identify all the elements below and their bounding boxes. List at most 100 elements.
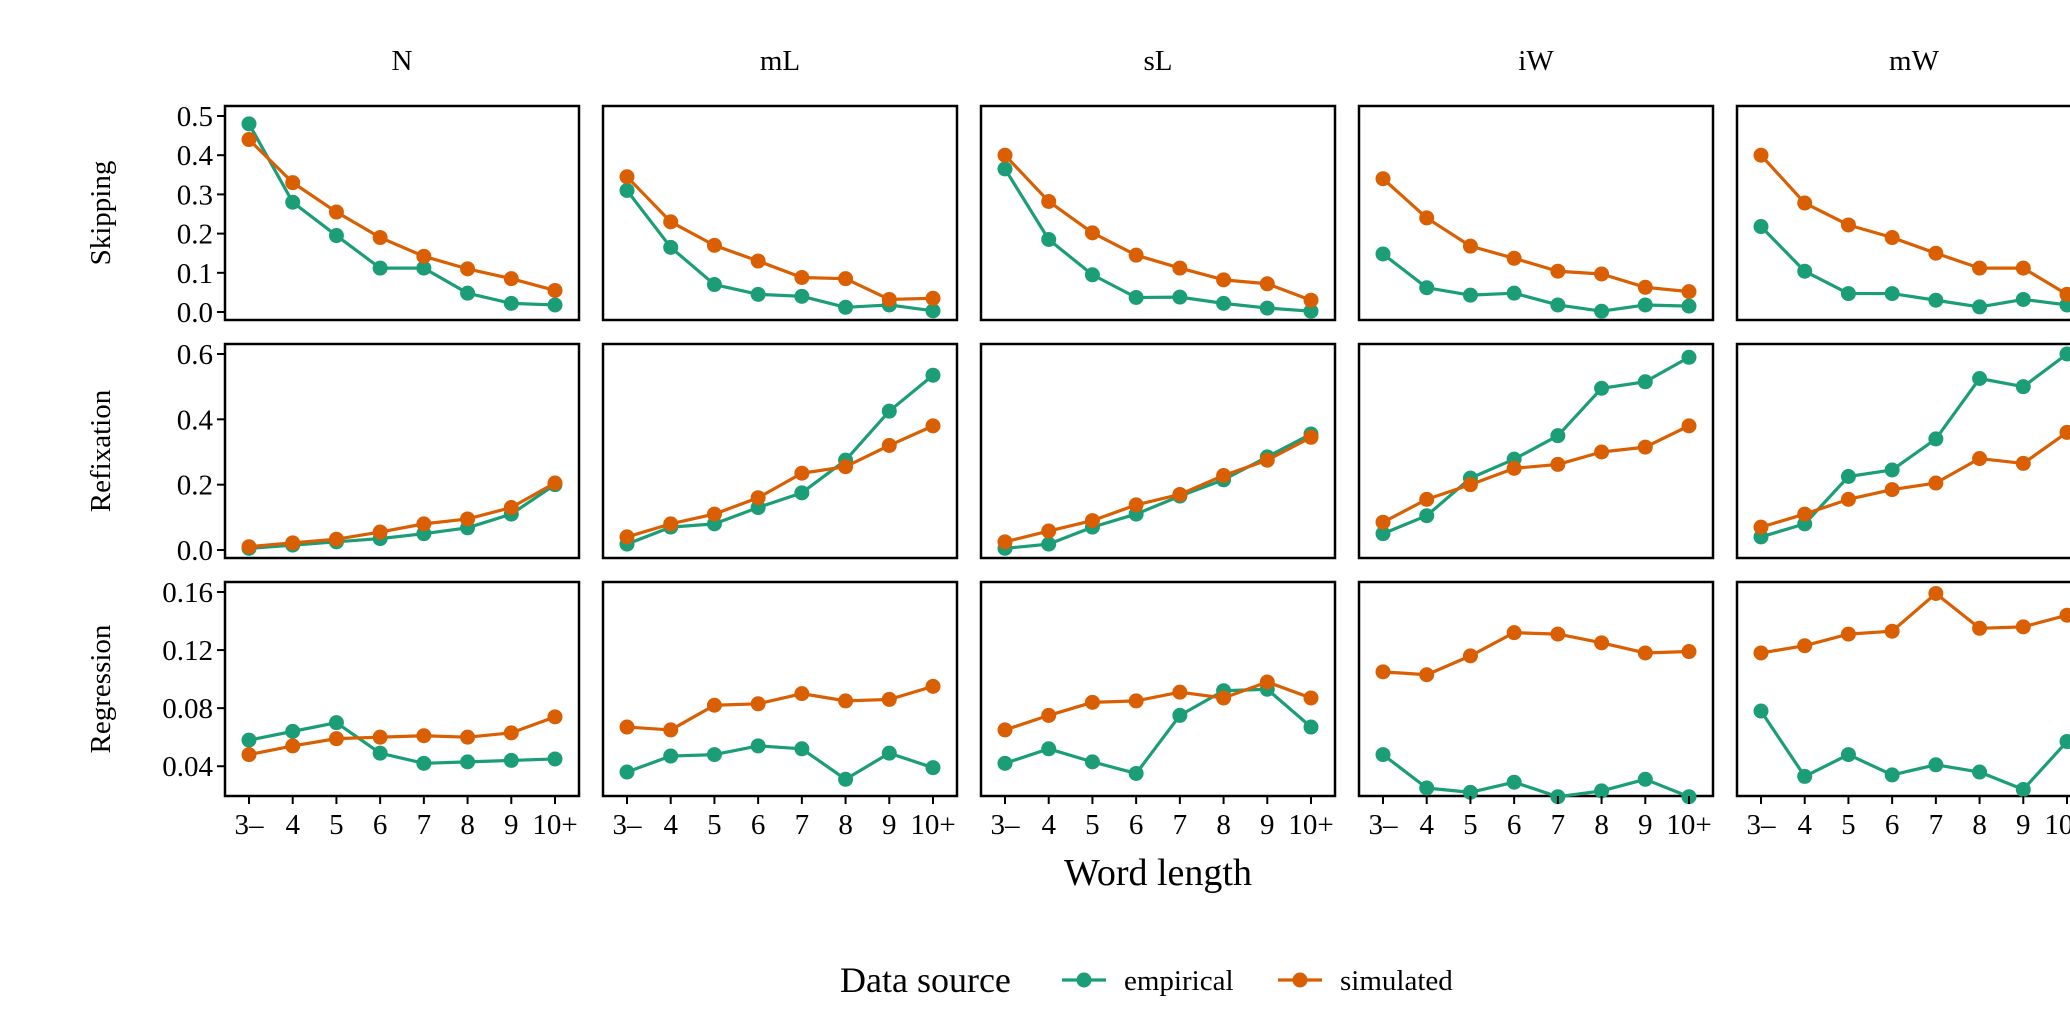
x-tick-label: 10+ [1666, 809, 1711, 841]
x-tick-label: 3– [991, 809, 1021, 841]
data-point-simulated [1375, 664, 1391, 680]
y-tick-label: 0.2 [177, 470, 213, 502]
data-point-simulated [416, 728, 432, 744]
data-point-simulated [1462, 648, 1478, 664]
x-axis-title: Word length [1064, 852, 1252, 894]
data-point-empirical [619, 182, 635, 198]
data-point-empirical [372, 745, 388, 761]
x-tick-label: 6 [373, 809, 388, 841]
x-tick-label: 6 [1129, 809, 1144, 841]
x-tick-label: 7 [1929, 809, 1944, 841]
data-point-empirical [547, 751, 563, 767]
data-point-empirical [1550, 297, 1566, 313]
x-tick-label: 4 [1419, 809, 1434, 841]
data-point-empirical [1797, 768, 1813, 784]
data-point-simulated [1637, 645, 1653, 661]
data-point-simulated [1753, 147, 1769, 163]
data-point-simulated [1375, 514, 1391, 530]
x-tick-label: 10+ [1288, 809, 1333, 841]
data-point-simulated [285, 175, 301, 191]
x-tick-label: 5 [329, 809, 344, 841]
data-point-simulated [1928, 475, 1944, 491]
x-tick-label: 8 [1216, 809, 1231, 841]
data-point-simulated [1172, 260, 1188, 276]
data-point-simulated [750, 696, 766, 712]
data-point-empirical [706, 747, 722, 763]
data-point-empirical [1928, 757, 1944, 773]
data-point-simulated [1681, 284, 1697, 300]
data-point-simulated [1840, 626, 1856, 642]
data-point-simulated [619, 529, 635, 545]
series-line-empirical-regression-mw [1759, 710, 2069, 792]
data-point-simulated [1259, 674, 1275, 690]
data-point-simulated [1084, 225, 1100, 241]
data-point-simulated [416, 248, 432, 264]
legend-key-point-simulated [1292, 972, 1308, 988]
data-point-simulated [1419, 491, 1435, 507]
series-line-simulated-regression-sl [1004, 680, 1312, 732]
data-point-empirical [1884, 462, 1900, 478]
data-point-simulated [460, 729, 476, 745]
data-point-empirical [1128, 765, 1144, 781]
data-point-simulated [1550, 456, 1566, 472]
data-point-empirical [750, 286, 766, 302]
data-point-simulated [372, 230, 388, 246]
panel-refixation-iw [1357, 342, 1715, 560]
x-tick-label: 9 [2016, 809, 2031, 841]
data-point-empirical [328, 228, 344, 244]
data-point-simulated [1128, 247, 1144, 263]
data-point-simulated [372, 524, 388, 540]
data-point-empirical [663, 748, 679, 764]
legend-label-empirical: empirical [1124, 965, 1234, 997]
x-tick-label: 5 [1463, 809, 1478, 841]
data-point-simulated [1084, 694, 1100, 710]
data-point-empirical [1884, 767, 1900, 783]
data-point-empirical [838, 771, 854, 787]
y-tick-label: 0.6 [177, 339, 213, 371]
panel-skipping-sl [979, 104, 1337, 322]
strip-label-iw: iW [1518, 45, 1554, 77]
x-axes: 3– 4 5 6 7 8 9 10+ 3– 4 5 6 7 8 9 10+ 3– 4 5 6 7 8 9 10+ 3– 4 5 6 7 8… [235, 796, 2070, 841]
panel-skipping-mw [1735, 104, 2070, 322]
panel-regression-n [223, 580, 581, 798]
data-point-simulated [706, 237, 722, 253]
x-tick-label: 9 [882, 809, 897, 841]
data-point-empirical [1172, 289, 1188, 305]
data-point-simulated [503, 271, 519, 287]
data-point-simulated [1928, 585, 1944, 601]
data-point-simulated [1216, 272, 1232, 288]
data-point-simulated [838, 271, 854, 287]
data-point-empirical [997, 755, 1013, 771]
data-point-empirical [1928, 431, 1944, 447]
data-point-empirical [1884, 286, 1900, 302]
x-tick-label: 4 [1797, 809, 1812, 841]
data-point-simulated [2015, 260, 2031, 276]
data-point-empirical [794, 288, 810, 304]
data-point-simulated [2015, 619, 2031, 635]
data-point-simulated [663, 214, 679, 230]
data-point-simulated [241, 132, 257, 148]
data-point-simulated [1797, 638, 1813, 654]
data-point-simulated [1550, 626, 1566, 642]
data-point-empirical [925, 367, 941, 383]
strip-label-n: N [392, 45, 413, 77]
x-tick-label: 6 [1885, 809, 1900, 841]
data-point-empirical [1972, 371, 1988, 386]
data-point-empirical [1753, 703, 1769, 719]
data-point-simulated [619, 719, 635, 735]
data-point-empirical [1594, 303, 1610, 319]
x-tick-label: 8 [1594, 809, 1609, 841]
data-point-empirical [706, 277, 722, 293]
data-point-empirical [460, 754, 476, 770]
data-point-simulated [328, 204, 344, 220]
data-point-empirical [1637, 374, 1653, 390]
y-tick-label: 0.04 [162, 751, 213, 783]
data-point-simulated [241, 747, 257, 763]
data-point-empirical [997, 161, 1013, 177]
x-tick-label: 6 [751, 809, 766, 841]
data-point-simulated [1259, 276, 1275, 292]
data-point-empirical [1172, 707, 1188, 723]
data-point-simulated [285, 738, 301, 754]
data-point-empirical [1840, 747, 1856, 763]
